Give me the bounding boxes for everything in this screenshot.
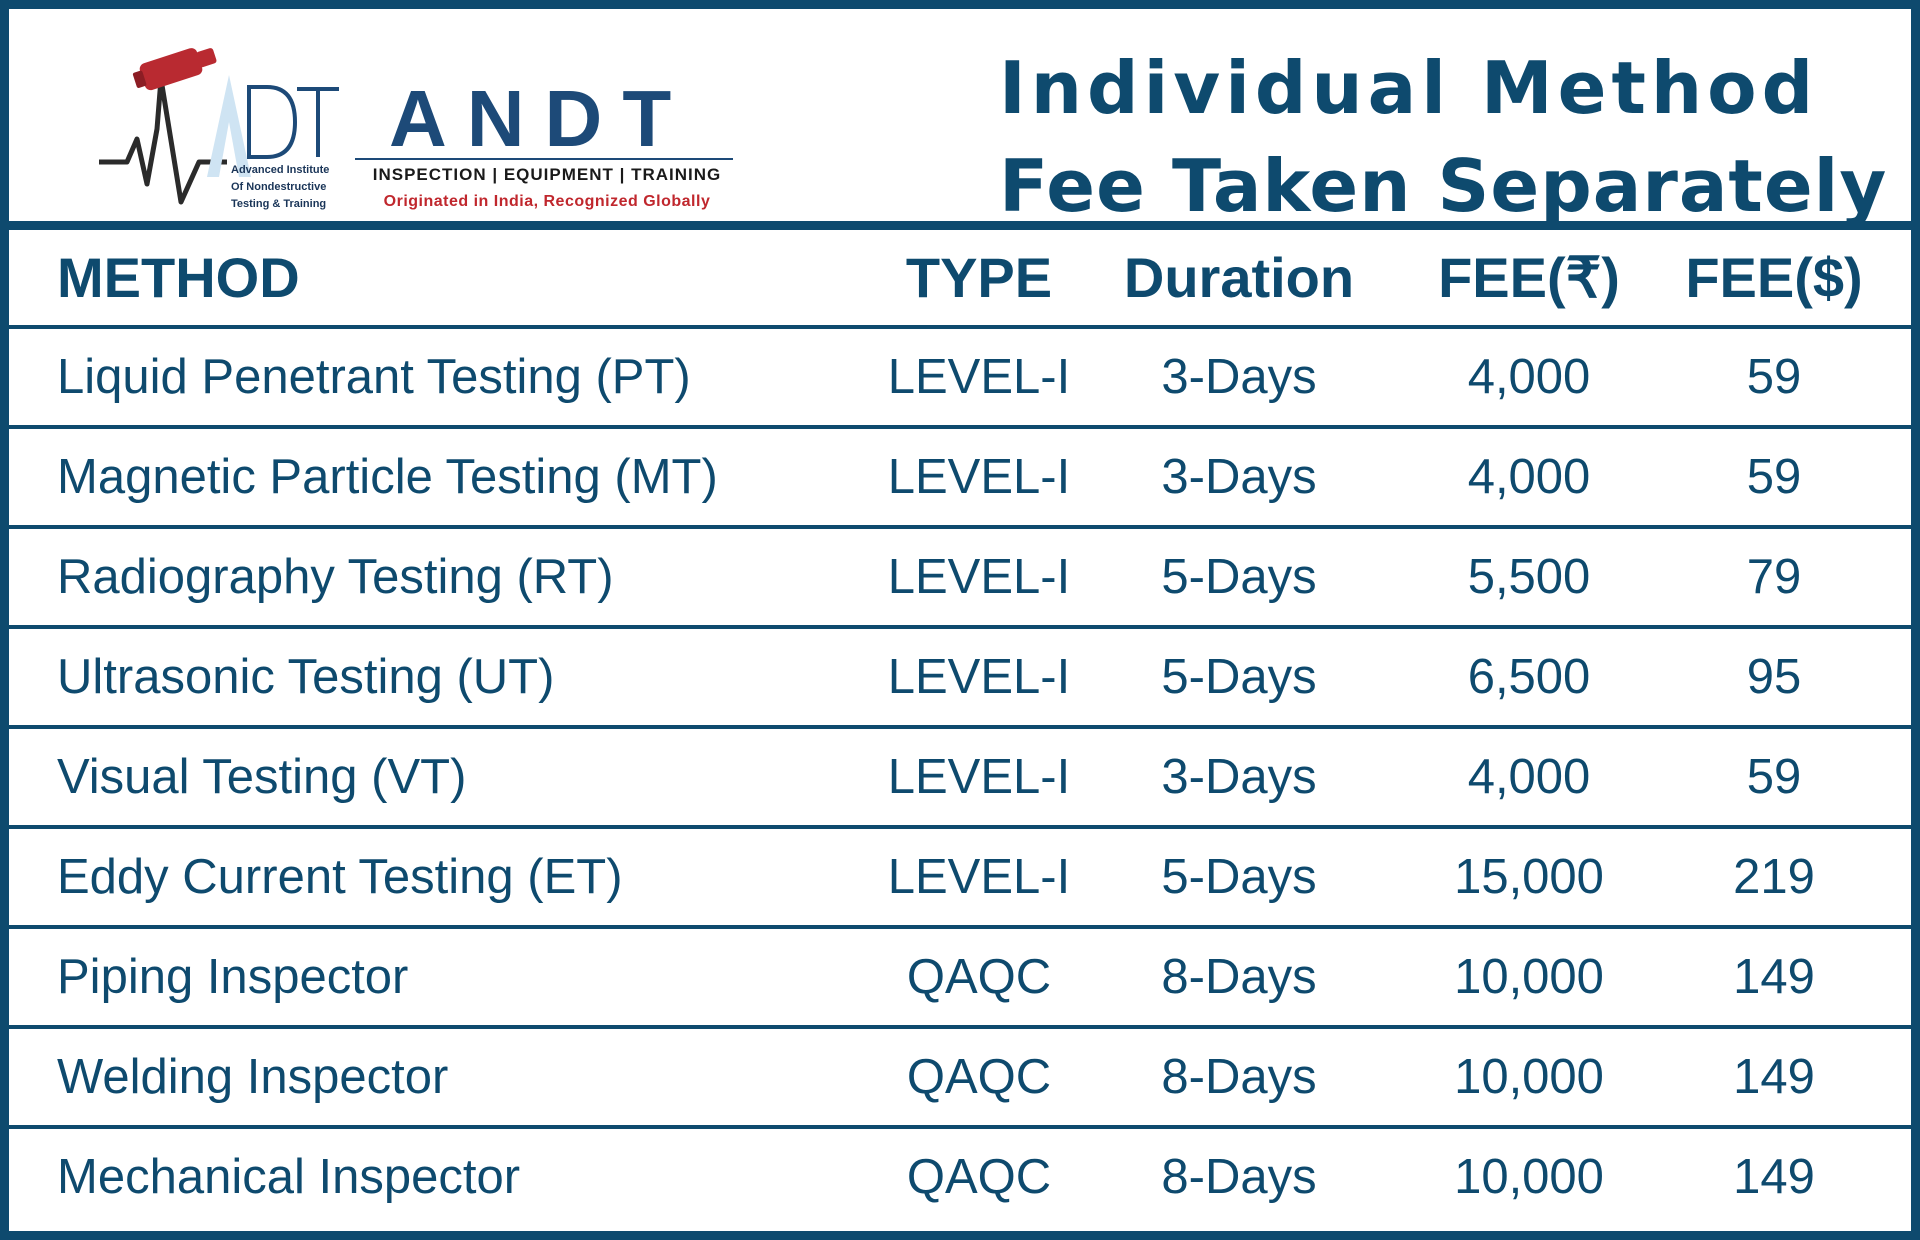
table-row: Liquid Penetrant Testing (PT) LEVEL-I 3-Da…	[9, 325, 1911, 425]
table-row: Radiography Testing (RT) LEVEL-I 5-Days 5,5…	[9, 525, 1911, 625]
cell-fee-inr: 5,500	[1467, 550, 1591, 604]
cell-duration: 8-Days	[1161, 950, 1317, 1004]
brand-name: ANDT	[389, 74, 692, 163]
column-header-type: TYPE	[905, 246, 1053, 309]
cell-fee-inr: 10,000	[1454, 950, 1604, 1004]
cell-type: LEVEL-I	[887, 350, 1071, 404]
table-row: Welding Inspector QAQC 8-Days 10,000 149	[9, 1025, 1911, 1125]
brand-divider	[355, 158, 733, 160]
cell-duration: 3-Days	[1161, 750, 1317, 804]
cell-fee-usd: 59	[1746, 450, 1802, 504]
cell-fee-usd: 149	[1733, 950, 1815, 1004]
cell-method: Ultrasonic Testing (UT)	[57, 650, 555, 704]
cell-fee-usd: 149	[1733, 1150, 1815, 1204]
table-row: Eddy Current Testing (ET) LEVEL-I 5-Days 15…	[9, 825, 1911, 925]
table-row: Piping Inspector QAQC 8-Days 10,000 149	[9, 925, 1911, 1025]
column-header-fee-inr: FEE(₹)	[1438, 245, 1620, 309]
cell-duration: 5-Days	[1161, 550, 1317, 604]
page-title: Individual Method Fee Taken Separately	[999, 39, 1888, 235]
cell-duration: 8-Days	[1161, 1050, 1317, 1104]
cell-fee-inr: 4,000	[1467, 450, 1591, 504]
table-row: Magnetic Particle Testing (MT) LEVEL-I 3-D…	[9, 425, 1911, 525]
title-line-2: Fee Taken Separately	[999, 144, 1888, 228]
ndt-logo-icon	[99, 37, 369, 217]
cell-duration: 3-Days	[1161, 350, 1317, 404]
cell-type: LEVEL-I	[887, 650, 1071, 704]
column-header-duration: Duration	[1123, 246, 1355, 309]
cell-fee-inr: 6,500	[1467, 650, 1591, 704]
cell-fee-inr: 4,000	[1467, 750, 1591, 804]
andt-logo: Advanced Institute Of Nondestructive Tes…	[99, 37, 739, 217]
cell-fee-usd: 95	[1746, 650, 1802, 704]
cell-fee-inr: 4,000	[1467, 350, 1591, 404]
column-header-method: METHOD	[57, 246, 300, 309]
cell-type: QAQC	[906, 1150, 1052, 1204]
cell-method: Radiography Testing (RT)	[57, 550, 614, 604]
cell-fee-usd: 79	[1746, 550, 1802, 604]
table-row: Ultrasonic Testing (UT) LEVEL-I 5-Days 6,50…	[9, 625, 1911, 725]
cell-fee-usd: 149	[1733, 1050, 1815, 1104]
institute-name: Advanced Institute Of Nondestructive Tes…	[231, 164, 330, 210]
cell-method: Magnetic Particle Testing (MT)	[57, 450, 718, 504]
cell-fee-inr: 10,000	[1454, 1150, 1604, 1204]
cell-fee-inr: 10,000	[1454, 1050, 1604, 1104]
header: Advanced Institute Of Nondestructive Tes…	[9, 9, 1911, 228]
cell-method: Welding Inspector	[57, 1050, 449, 1104]
cell-fee-usd: 59	[1746, 750, 1802, 804]
cell-method: Visual Testing (VT)	[57, 750, 467, 804]
cell-fee-usd: 59	[1746, 350, 1802, 404]
brand-tagline: INSPECTION | EQUIPMENT | TRAINING	[372, 165, 722, 184]
cell-type: QAQC	[906, 1050, 1052, 1104]
brand-slogan: Originated in India, Recognized Globally	[383, 193, 711, 210]
cell-duration: 5-Days	[1161, 850, 1317, 904]
cell-duration: 3-Days	[1161, 450, 1317, 504]
cell-type: QAQC	[906, 950, 1052, 1004]
title-line-1: Individual Method	[999, 46, 1819, 130]
fee-table: METHOD TYPE Duration FEE(₹) FEE($) Liqui…	[9, 221, 1911, 1225]
cell-duration: 8-Days	[1161, 1150, 1317, 1204]
cell-type: LEVEL-I	[887, 750, 1071, 804]
table-row: Visual Testing (VT) LEVEL-I 3-Days 4,000 59	[9, 725, 1911, 825]
cell-duration: 5-Days	[1161, 650, 1317, 704]
table-body: Liquid Penetrant Testing (PT) LEVEL-I 3-Da…	[9, 325, 1911, 1225]
cell-method: Piping Inspector	[57, 950, 409, 1004]
table-header-row: METHOD TYPE Duration FEE(₹) FEE($)	[9, 221, 1911, 325]
cell-method: Eddy Current Testing (ET)	[57, 850, 623, 904]
cell-type: LEVEL-I	[887, 550, 1071, 604]
cell-method: Liquid Penetrant Testing (PT)	[57, 350, 691, 404]
column-header-fee-usd: FEE($)	[1685, 246, 1863, 309]
cell-type: LEVEL-I	[887, 850, 1071, 904]
cell-fee-usd: 219	[1733, 850, 1815, 904]
cell-method: Mechanical Inspector	[57, 1150, 521, 1204]
cell-fee-inr: 15,000	[1454, 850, 1604, 904]
cell-type: LEVEL-I	[887, 450, 1071, 504]
table-row: Mechanical Inspector QAQC 8-Days 10,000 149	[9, 1125, 1911, 1225]
